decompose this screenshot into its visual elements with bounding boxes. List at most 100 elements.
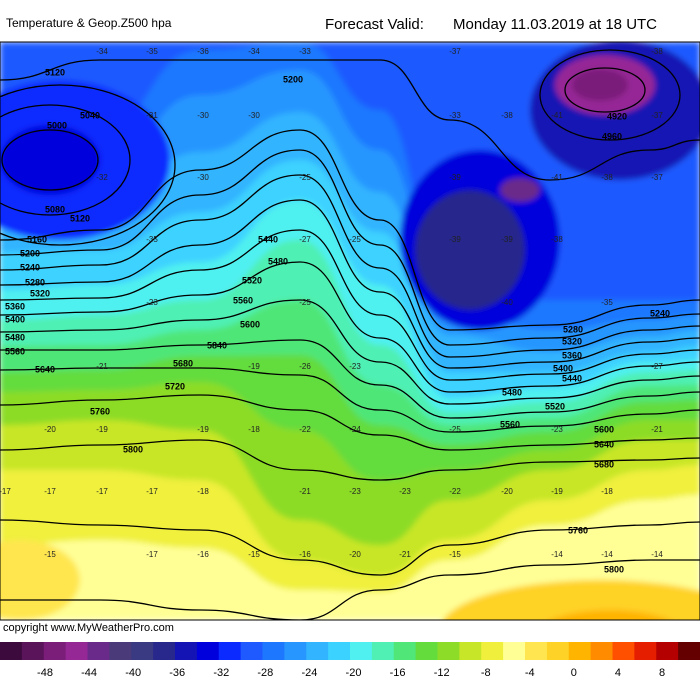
temperature-label: -19 <box>197 425 209 434</box>
temperature-label: -25 <box>299 173 311 182</box>
contour-label: 5640 <box>594 439 614 449</box>
colorbar-swatch <box>568 642 592 660</box>
contour-label: 5080 <box>45 204 65 214</box>
contour-label: 5000 <box>47 120 67 130</box>
colorbar-swatch <box>153 642 176 660</box>
contour-ring <box>0 104 131 216</box>
temperature-label: -14 <box>651 550 663 559</box>
temperature-label: -37 <box>449 47 461 56</box>
cold-core <box>572 69 628 101</box>
colorbar-swatch <box>590 642 613 660</box>
temperature-label: -40 <box>501 298 513 307</box>
temperature-label: -19 <box>248 362 260 371</box>
contour-label: 5560 <box>500 419 520 429</box>
colorbar-tick-label: -20 <box>346 667 362 679</box>
temperature-label: -25 <box>449 425 461 434</box>
contour-label: 5360 <box>5 301 25 311</box>
colorbar-swatch <box>437 642 460 660</box>
contour-label: 5480 <box>268 256 288 266</box>
forecast-time: Monday 11.03.2019 at 18 UTC <box>453 16 657 33</box>
colorbar-swatch <box>131 642 154 660</box>
colorbar-swatch <box>546 642 570 660</box>
contour-label: 5560 <box>233 295 253 305</box>
contour-label: 5200 <box>283 74 303 84</box>
temperature-label: -18 <box>601 487 613 496</box>
temperature-label: -35 <box>146 235 158 244</box>
contour-label: 5320 <box>562 336 582 346</box>
cold-core <box>500 178 540 202</box>
contour-line <box>0 439 700 481</box>
temperature-label: -38 <box>551 235 563 244</box>
contour-label: 5400 <box>553 363 573 373</box>
contour-line <box>0 559 700 620</box>
contour-label: 5280 <box>25 277 45 287</box>
contour-label: 5160 <box>27 234 47 244</box>
contour-label: 5680 <box>173 358 193 368</box>
map-frame <box>0 41 700 621</box>
colorbar-swatch <box>415 642 438 660</box>
temperature-label: -38 <box>651 47 663 56</box>
temperature-label: -19 <box>96 425 108 434</box>
temperature-label: -35 <box>146 47 158 56</box>
temperature-label: -35 <box>601 298 613 307</box>
colorbar-swatch <box>43 642 67 660</box>
temperature-label: -26 <box>299 362 311 371</box>
copyright: copyright www.MyWeatherPro.com <box>3 622 174 634</box>
forecast-label: Forecast Valid: <box>325 16 424 33</box>
colorbar-tick-label: -16 <box>390 667 406 679</box>
colorbar-swatch <box>87 642 110 660</box>
contour-ring <box>0 84 176 246</box>
colorbar-swatch <box>109 642 132 660</box>
contour-line <box>0 199 700 369</box>
contour-line <box>0 229 700 381</box>
colorbar-swatch <box>0 642 23 660</box>
colorbar-swatch <box>240 642 263 660</box>
colorbar-swatch <box>306 642 329 660</box>
colorbar-tick-label: -44 <box>81 667 97 679</box>
contour-label: 5040 <box>80 110 100 120</box>
contour-label: 5760 <box>568 525 588 535</box>
contour-line <box>0 261 700 393</box>
temperature-label: -17 <box>146 550 158 559</box>
temperature-label: -27 <box>651 362 663 371</box>
contour-label: 5440 <box>562 373 582 383</box>
temperature-label: -19 <box>551 487 563 496</box>
temperature-label: -21 <box>399 550 411 559</box>
temperature-label: -30 <box>197 111 209 120</box>
colorbar-tick-label: -24 <box>301 667 317 679</box>
contour-line <box>0 149 700 346</box>
colorbar: -48 -44 -40 -36 -32 -28 -24 -20 -16 -12 -8 -4 0 4 8 <box>0 642 700 679</box>
colorbar-swatch <box>175 642 198 660</box>
colorbar-swatch <box>218 642 242 660</box>
temperature-label: -14 <box>551 550 563 559</box>
contour-ring <box>1 129 99 191</box>
contour-label: 5560 <box>5 346 25 356</box>
contour-label: 5640 <box>35 364 55 374</box>
contour-label: 5400 <box>5 314 25 324</box>
temperature-label: -15 <box>449 550 461 559</box>
contour-line <box>0 59 700 181</box>
temperature-label: -24 <box>349 425 361 434</box>
contour-ring <box>539 49 681 141</box>
colorbar-swatch <box>371 642 395 660</box>
map-labels: 5120 5200 5040 5000 5080 5120 5160 5440 5200 5480… <box>0 47 670 574</box>
temperature-label: -30 <box>197 173 209 182</box>
contour-ring <box>564 67 646 113</box>
map-title: Temperature & Geop.Z500 hpa <box>6 16 172 30</box>
contour-label: 5440 <box>258 234 278 244</box>
temperature-label: -20 <box>349 550 361 559</box>
warm-pool <box>550 610 670 620</box>
temperature-label: -33 <box>299 47 311 56</box>
temperature-label: -25 <box>349 235 361 244</box>
contour-label: 5800 <box>604 564 624 574</box>
contour-label: 5720 <box>165 381 185 391</box>
temperature-label: -14 <box>601 550 613 559</box>
contour-label: 5480 <box>5 332 25 342</box>
colorbar-swatch <box>350 642 373 660</box>
temperature-label: -32 <box>96 173 108 182</box>
colorbar-swatch <box>196 642 220 660</box>
colorbar-swatch <box>612 642 635 660</box>
colorbar-swatch <box>481 642 504 660</box>
temperature-label: -17 <box>44 487 56 496</box>
temperature-label: -27 <box>299 235 311 244</box>
